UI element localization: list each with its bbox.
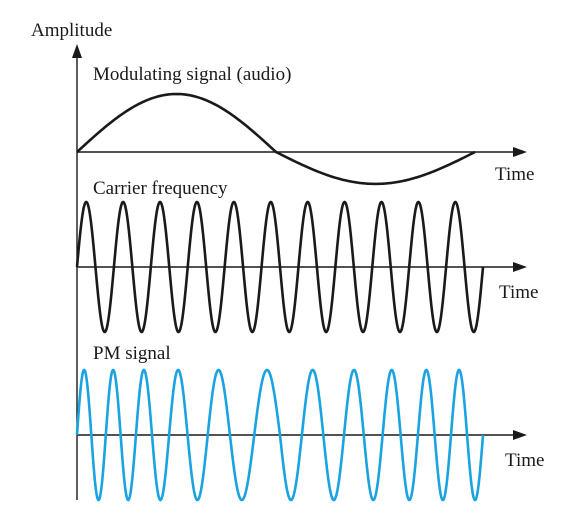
time-axis-1-arrow-icon [513,147,527,157]
amplitude-label: Amplitude [31,20,112,41]
time-label-3: Time [505,450,544,471]
time-axis-3-arrow-icon [513,430,527,440]
modulating-signal-wave [76,92,476,186]
time-label-2: Time [499,282,538,303]
carrier-wave [75,200,485,334]
pm-signal-wave [75,368,485,502]
carrier-frequency-label: Carrier frequency [93,178,228,199]
time-axis-2-arrow-icon [513,262,527,272]
pm-signal-label: PM signal [93,343,171,364]
modulating-signal-label: Modulating signal (audio) [93,64,291,85]
time-label-1: Time [495,164,534,185]
amplitude-axis-arrow-icon [72,44,82,58]
